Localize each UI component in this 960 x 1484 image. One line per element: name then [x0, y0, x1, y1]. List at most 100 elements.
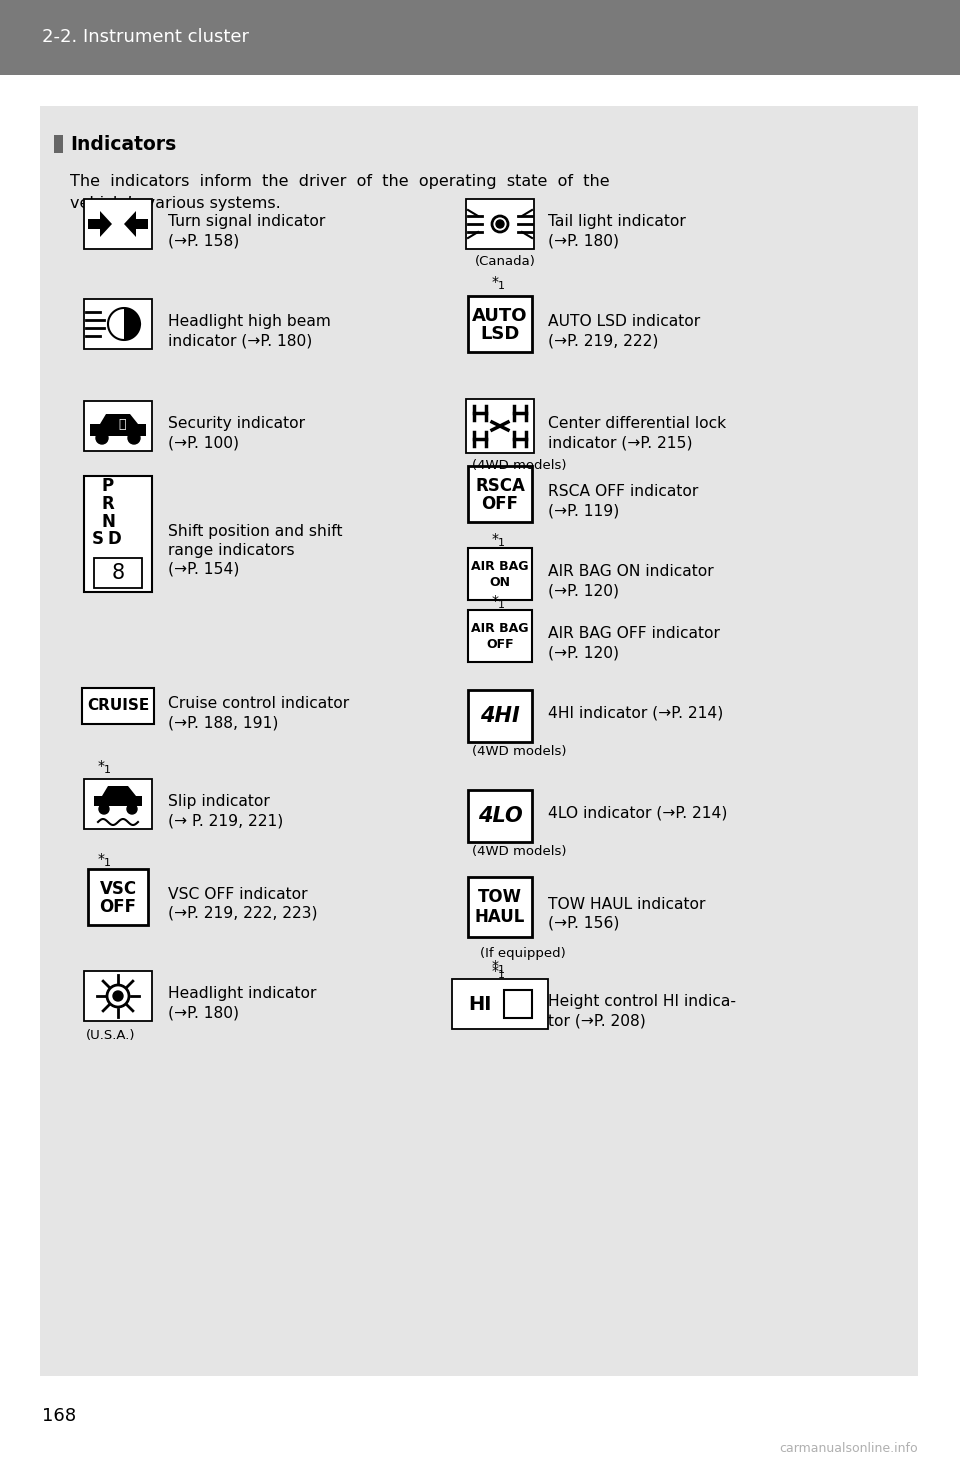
Polygon shape [90, 414, 146, 436]
Text: OFF: OFF [486, 638, 514, 651]
Text: D: D [108, 530, 121, 548]
Text: 1: 1 [498, 280, 505, 291]
Text: R: R [102, 496, 114, 513]
Text: Slip indicator: Slip indicator [168, 794, 270, 809]
Text: OFF: OFF [482, 496, 518, 513]
Text: (→P. 219, 222, 223): (→P. 219, 222, 223) [168, 907, 318, 922]
Text: ON: ON [490, 576, 511, 589]
Text: 1: 1 [498, 965, 505, 975]
Bar [468, 295, 532, 352]
Text: Shift position and shift: Shift position and shift [168, 524, 343, 539]
Text: 1: 1 [104, 858, 111, 868]
Bar [452, 979, 548, 1028]
Bar [0, 0, 960, 76]
Text: (→ P. 219, 221): (→ P. 219, 221) [168, 813, 283, 828]
Text: (→P. 180): (→P. 180) [168, 1005, 239, 1020]
Bar [468, 466, 532, 522]
Polygon shape [108, 309, 140, 340]
Text: (4WD models): (4WD models) [472, 460, 566, 472]
Text: HAUL: HAUL [475, 908, 525, 926]
Text: 1: 1 [104, 764, 111, 775]
Text: 1: 1 [498, 971, 505, 979]
Bar [468, 877, 532, 936]
Text: S: S [92, 530, 104, 548]
Text: The  indicators  inform  the  driver  of  the  operating  state  of  the: The indicators inform the driver of the … [70, 174, 610, 188]
Text: OFF: OFF [100, 898, 136, 916]
Text: *: * [492, 531, 499, 546]
Text: (→P. 120): (→P. 120) [548, 583, 619, 598]
Text: P: P [102, 476, 114, 496]
Text: Cruise control indicator: Cruise control indicator [168, 696, 349, 711]
Text: 168: 168 [42, 1407, 76, 1425]
Text: AIR BAG: AIR BAG [471, 622, 529, 635]
Bar [84, 476, 152, 592]
Text: AIR BAG OFF indicator: AIR BAG OFF indicator [548, 626, 720, 641]
Text: VSC OFF indicator: VSC OFF indicator [168, 887, 307, 902]
Bar [468, 610, 532, 662]
Bar [84, 971, 152, 1021]
Text: indicator (→P. 180): indicator (→P. 180) [168, 332, 312, 349]
Text: carmanualsonline.info: carmanualsonline.info [780, 1442, 918, 1456]
Bar [84, 298, 152, 349]
Text: (→P. 120): (→P. 120) [548, 646, 619, 660]
Circle shape [96, 432, 108, 444]
Text: vehicle’s various systems.: vehicle’s various systems. [70, 196, 280, 211]
Text: range indicators: range indicators [168, 543, 295, 558]
Text: Security indicator: Security indicator [168, 416, 305, 430]
Text: TOW: TOW [478, 887, 522, 907]
Text: *: * [98, 852, 105, 867]
Text: LSD: LSD [480, 325, 519, 343]
Bar [94, 558, 142, 588]
Circle shape [99, 804, 109, 815]
Text: *: * [492, 275, 499, 289]
Text: AIR BAG: AIR BAG [471, 559, 529, 573]
Circle shape [496, 220, 504, 229]
Text: *: * [492, 965, 499, 978]
Text: AUTO LSD indicator: AUTO LSD indicator [548, 315, 700, 329]
Text: (→P. 119): (→P. 119) [548, 503, 619, 518]
Bar [40, 105, 918, 1376]
Text: (Canada): (Canada) [475, 255, 536, 269]
Bar [468, 789, 532, 841]
Polygon shape [124, 309, 140, 340]
Text: indicator (→P. 215): indicator (→P. 215) [548, 435, 692, 450]
Bar [468, 690, 532, 742]
Circle shape [127, 804, 137, 815]
Text: 4HI indicator (→P. 214): 4HI indicator (→P. 214) [548, 706, 723, 721]
Text: 4LO: 4LO [478, 806, 522, 827]
Circle shape [113, 991, 123, 1002]
Text: (→P. 158): (→P. 158) [168, 233, 239, 248]
Text: (If equipped): (If equipped) [480, 947, 565, 960]
Bar [466, 399, 534, 453]
Text: N: N [101, 513, 115, 531]
Text: ⚿: ⚿ [118, 417, 126, 430]
Text: (→P. 156): (→P. 156) [548, 916, 619, 930]
Text: Headlight indicator: Headlight indicator [168, 985, 317, 1002]
Bar [82, 689, 154, 724]
Text: Turn signal indicator: Turn signal indicator [168, 214, 325, 229]
Text: 4HI: 4HI [480, 706, 520, 726]
Text: Headlight high beam: Headlight high beam [168, 315, 331, 329]
Text: Height control HI indica-: Height control HI indica- [548, 994, 736, 1009]
Text: RSCA: RSCA [475, 476, 525, 496]
Bar [88, 870, 148, 925]
Text: 4LO indicator (→P. 214): 4LO indicator (→P. 214) [548, 806, 728, 821]
Bar [84, 401, 152, 451]
Text: 1: 1 [498, 539, 505, 548]
Bar [54, 135, 63, 153]
Text: RSCA OFF indicator: RSCA OFF indicator [548, 484, 698, 499]
Text: Indicators: Indicators [70, 135, 177, 153]
Text: (4WD models): (4WD models) [472, 745, 566, 758]
Text: 1: 1 [498, 600, 505, 610]
Bar [466, 199, 534, 249]
Bar [84, 199, 152, 249]
Text: AUTO: AUTO [472, 307, 528, 325]
Text: Center differential lock: Center differential lock [548, 416, 726, 430]
Text: TOW HAUL indicator: TOW HAUL indicator [548, 896, 706, 913]
Text: *: * [492, 594, 499, 608]
Text: 8: 8 [111, 562, 125, 583]
Text: (U.S.A.): (U.S.A.) [86, 1030, 135, 1042]
Text: (→P. 180): (→P. 180) [548, 233, 619, 248]
Text: VSC: VSC [100, 880, 136, 898]
Circle shape [128, 432, 140, 444]
